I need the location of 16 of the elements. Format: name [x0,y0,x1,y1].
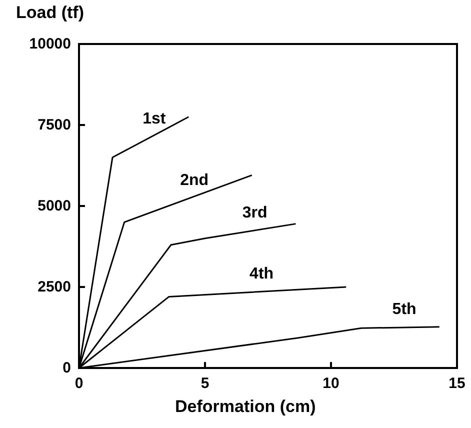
y-tick-label: 7500 [38,116,71,134]
y-tick-label: 2500 [38,278,71,296]
series-label: 4th [250,265,274,282]
x-axis-title: Deformation (cm) [175,397,316,416]
y-tick-label: 10000 [29,36,71,52]
series-label: 2nd [180,172,209,190]
series-label: 1st [142,110,166,128]
y-tick-label: 0 [62,360,71,376]
y-tick-label: 5000 [38,198,71,214]
x-tick-label: 0 [74,375,84,392]
series-label: 3rd [242,204,268,222]
x-tick-label: 5 [200,375,210,392]
y-axis-title: Load (tf) [16,3,84,22]
x-tick-label: 10 [322,375,340,392]
x-tick-label: 15 [448,375,466,392]
series-label: 5th [392,301,416,318]
